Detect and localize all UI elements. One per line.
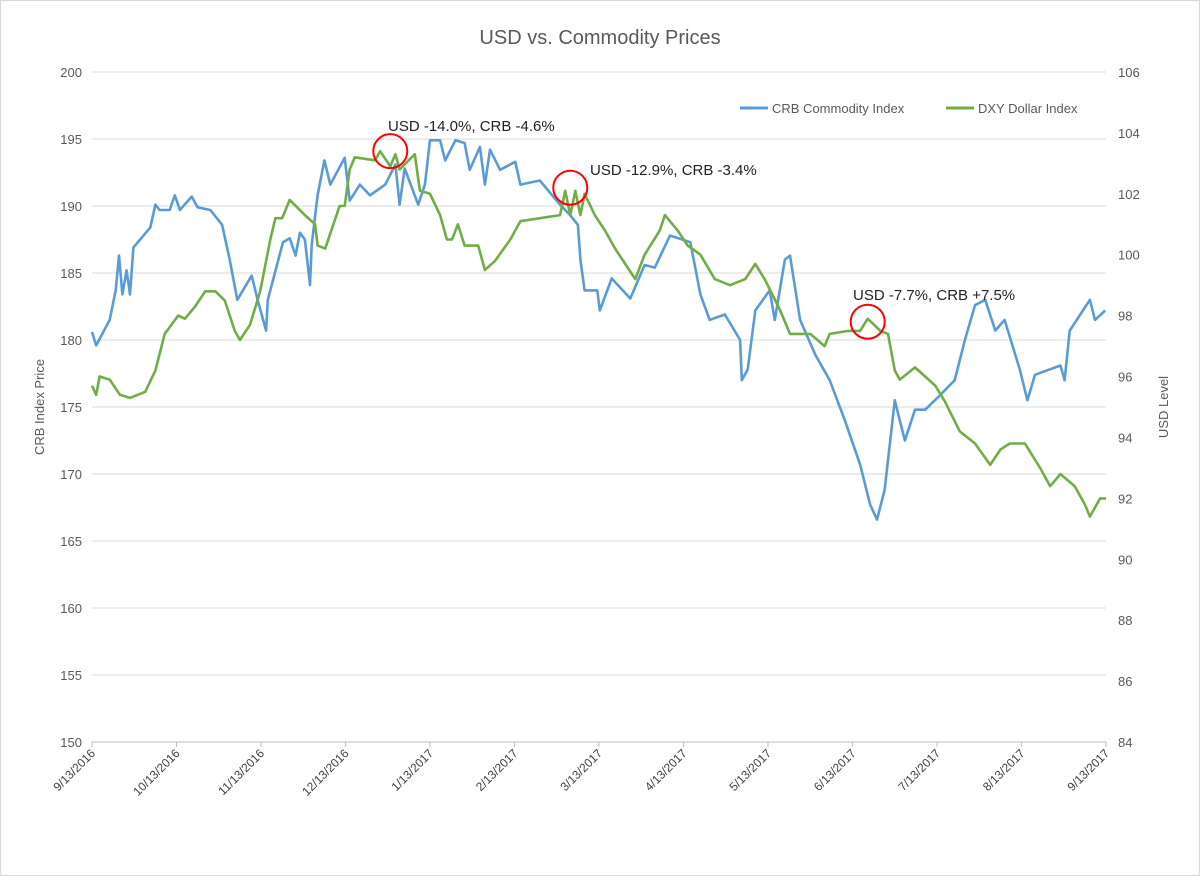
y2-tick-label: 96	[1118, 370, 1132, 385]
y-tick-label: 175	[60, 400, 82, 415]
y2-tick-label: 104	[1118, 126, 1140, 141]
y-tick-label: 200	[60, 65, 82, 80]
y-tick-label: 160	[60, 601, 82, 616]
gridlines	[91, 71, 1107, 747]
annotation-label: USD -12.9%, CRB -3.4%	[590, 162, 757, 179]
y-axis-label: CRB Index Price	[32, 359, 47, 455]
annotation-label: USD -14.0%, CRB -4.6%	[388, 118, 555, 135]
y-tick-label: 190	[60, 199, 82, 214]
y-tick-label: 155	[60, 668, 82, 683]
y-tick-label: 150	[60, 735, 82, 750]
crb-commodity-index-line	[90, 139, 1107, 521]
y-tick-label: 180	[60, 333, 82, 348]
y-tick-label: 165	[60, 534, 82, 549]
annotation-circles	[372, 133, 886, 340]
y2-tick-label: 100	[1118, 248, 1140, 263]
legend: CRB Commodity Index DXY Dollar Index	[740, 101, 1078, 116]
legend-label-crb: CRB Commodity Index	[772, 101, 905, 116]
y2-tick-label: 92	[1118, 491, 1132, 506]
y2-tick-label: 88	[1118, 613, 1132, 628]
y2-tick-label: 106	[1118, 65, 1140, 80]
y2-tick-label: 94	[1118, 430, 1132, 445]
y-tick-label: 195	[60, 132, 82, 147]
annotation-circle	[372, 133, 409, 170]
legend-label-dxy: DXY Dollar Index	[978, 101, 1078, 116]
y2-tick-label: 98	[1118, 309, 1132, 324]
y-tick-label: 170	[60, 467, 82, 482]
y2-tick-label: 86	[1118, 674, 1132, 689]
annotation-circle	[849, 303, 886, 340]
y2-tick-label: 84	[1118, 735, 1132, 750]
annotation-label: USD -7.7%, CRB +7.5%	[853, 287, 1016, 304]
y2-tick-label: 102	[1118, 187, 1140, 202]
y-tick-label: 185	[60, 266, 82, 281]
annotation-circle	[552, 169, 589, 206]
chart-title: USD vs. Commodity Prices	[479, 27, 720, 49]
y2-tick-label: 90	[1118, 552, 1132, 567]
y2-axis-label: USD Level	[1156, 376, 1171, 438]
